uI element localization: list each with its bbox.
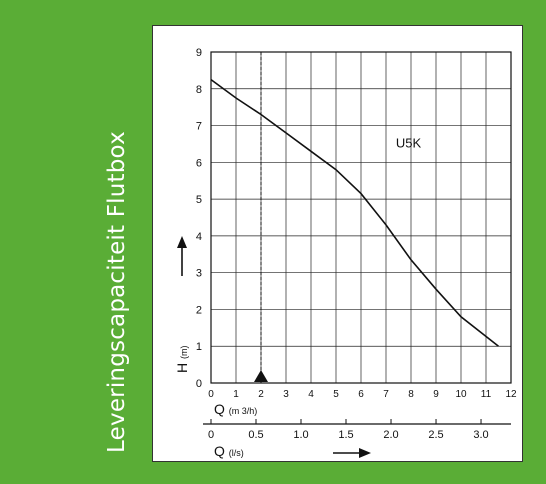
- x-tick-label-4: 4: [308, 389, 314, 400]
- x-tick-label-2: 2: [258, 389, 264, 400]
- y-tick-label-0: 0: [196, 378, 202, 390]
- x-tick-label-7: 7: [383, 389, 389, 400]
- x-tick-label-0: 0: [208, 389, 214, 400]
- x-tick-label-1: 1: [233, 389, 239, 400]
- secondary-tick-label-1: 0.5: [248, 429, 263, 441]
- secondary-tick-label-5: 2.5: [428, 429, 443, 441]
- marker-triangle: [254, 370, 268, 382]
- series-label-u5k: U5K: [396, 136, 422, 151]
- y-tick-label-8: 8: [196, 84, 202, 96]
- y-tick-label-1: 1: [196, 341, 202, 353]
- secondary-tick-label-3: 1.5: [338, 429, 353, 441]
- x-tick-label-11: 11: [481, 389, 492, 400]
- secondary-tick-label-4: 2.0: [383, 429, 398, 441]
- plot-frame: [210, 51, 512, 384]
- y-tick-label-3: 3: [196, 268, 202, 280]
- y-tick-label-9: 9: [196, 47, 202, 59]
- x-tick-label-9: 9: [433, 389, 439, 400]
- y-axis-arrow-head: [177, 236, 187, 248]
- y-tick-label-4: 4: [196, 231, 202, 243]
- x-tick-label-12: 12: [505, 389, 517, 400]
- secondary-tick-label-0: 0: [208, 429, 214, 441]
- secondary-x-axis-label: Q (l/s): [214, 443, 244, 459]
- y-tick-label-2: 2: [196, 304, 202, 316]
- x-tick-label-5: 5: [333, 389, 339, 400]
- x-tick-label-6: 6: [358, 389, 364, 400]
- series-line-u5k: [210, 78, 499, 347]
- y-tick-label-7: 7: [196, 121, 202, 133]
- x-tick-label-10: 10: [455, 389, 467, 400]
- side-title: Leveringscapaciteit Flutbox: [104, 131, 130, 453]
- x-tick-label-8: 8: [408, 389, 414, 400]
- y-tick-label-5: 5: [196, 194, 202, 206]
- secondary-tick-label-2: 1.0: [293, 429, 308, 441]
- x-tick-label-3: 3: [283, 389, 289, 400]
- x-axis-label: Q (m 3/h): [214, 401, 257, 417]
- secondary-tick-label-6: 3.0: [473, 429, 488, 441]
- y-axis-label: H (m): [174, 346, 190, 374]
- chart-panel: 0 1 2 3 4 5 6 7 8 9 0 1 2 3 4 5 6 7 8 9 10 11 12 U5K H (m) Q (m 3…: [152, 25, 523, 462]
- y-tick-label-6: 6: [196, 157, 202, 169]
- x-axis-arrow-head: [359, 448, 371, 458]
